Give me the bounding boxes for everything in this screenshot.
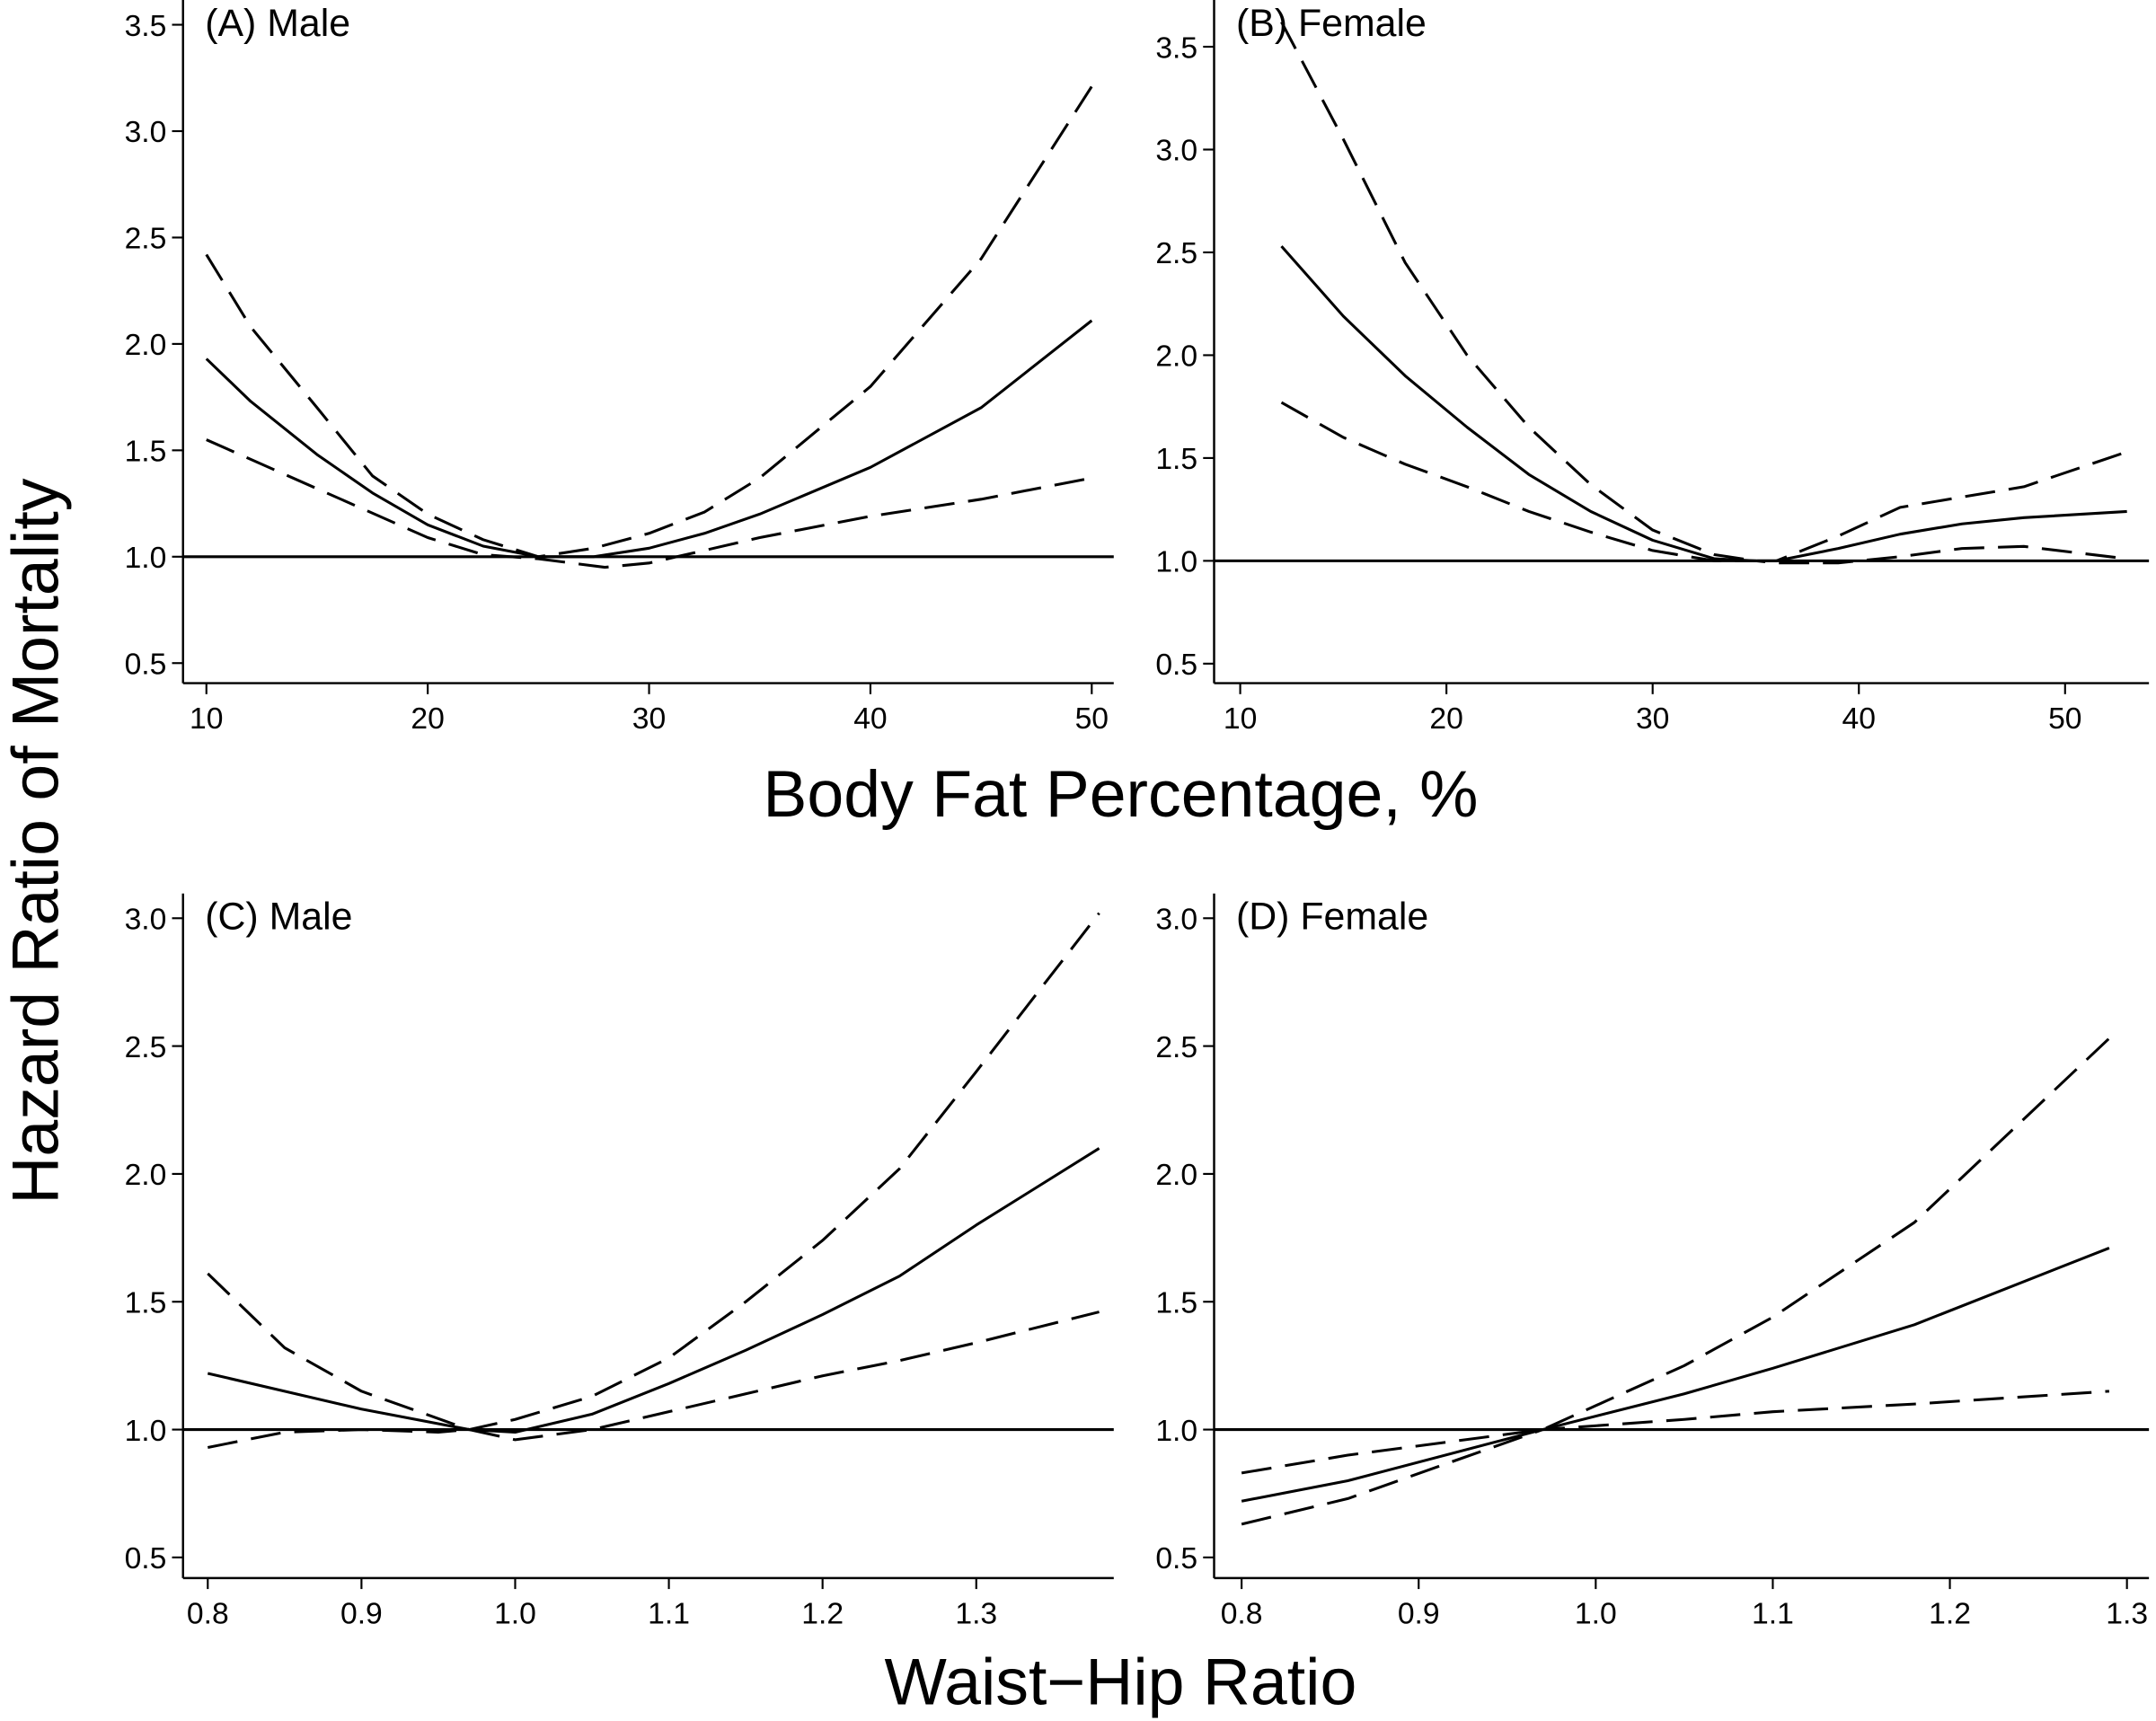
x-tick-label: 40 (853, 702, 887, 736)
y-axis-label: Hazard Ratio of Mortality (0, 478, 72, 1204)
x-tick-label: 1.2 (801, 1597, 844, 1630)
upper-ci-line (205, 85, 1093, 559)
lower-ci-line (1280, 401, 2127, 565)
x-tick-label: 30 (1636, 702, 1669, 736)
y-tick-label: 3.0 (1155, 904, 1197, 937)
panel-title: (C) Male (205, 896, 352, 939)
y-tick-label: 1.0 (125, 1415, 167, 1448)
y-tick-label: 0.5 (125, 648, 167, 681)
panel-title: (D) Female (1236, 896, 1428, 939)
y-tick-label: 0.5 (1155, 649, 1197, 682)
panel-b-female-body-fat: 0.5 1.0 1.5 2.0 2.5 3.0 3.5 10 20 30 40 50 (B) Femal… (1155, 0, 2150, 736)
y-tick-label: 1.0 (1155, 546, 1197, 579)
y-tick-label: 2.5 (1155, 1031, 1197, 1064)
lower-ci-line (206, 438, 1092, 569)
lower-ci-line (207, 1311, 1100, 1449)
x-tick-label: 1.2 (1929, 1597, 1971, 1630)
panel-a-male-body-fat: 0.5 1.0 1.5 2.0 2.5 3.0 3.5 10 20 30 40 50 (A) Male (125, 0, 1114, 736)
hazard-ratio-line (1241, 1246, 2110, 1503)
panel-d-female-waist-hip: 0.5 1.0 1.5 2.0 2.5 3.0 0.8 0.9 1.0 1.1 1.2 1.3 (D) … (1155, 893, 2150, 1630)
y-tick-label: 2.5 (125, 1031, 167, 1064)
y-tick-label: 1.5 (1155, 1286, 1197, 1319)
y-tick-label: 1.5 (1155, 443, 1197, 476)
panel-c-male-waist-hip: 0.5 1.0 1.5 2.0 2.5 3.0 0.8 0.9 1.0 1.1 1.2 1.3 (C) … (125, 893, 1114, 1630)
x-tick-label: 1.3 (2106, 1597, 2148, 1630)
lower-ci-line (1241, 1390, 2110, 1526)
y-tick-label: 0.5 (1155, 1542, 1197, 1575)
x-tick-label: 10 (1224, 702, 1257, 736)
y-tick-label: 3.0 (125, 116, 167, 149)
y-tick-label: 1.5 (125, 436, 167, 469)
y-tick-label: 3.5 (1155, 31, 1197, 65)
x-tick-label: 50 (2048, 702, 2081, 736)
x-tick-label: 1.3 (955, 1597, 997, 1630)
x-tick-label: 1.0 (1575, 1597, 1617, 1630)
hazard-ratio-line (205, 319, 1093, 559)
y-tick-label: 2.5 (125, 223, 167, 256)
y-tick-label: 3.0 (1155, 135, 1197, 168)
x-tick-label: 1.1 (648, 1597, 690, 1630)
hazard-ratio-line (1280, 245, 2127, 562)
x-tick-label: 20 (411, 702, 444, 736)
y-tick-label: 0.5 (125, 1542, 167, 1575)
y-tick-label: 1.0 (1155, 1415, 1197, 1448)
x-tick-label: 0.8 (187, 1597, 229, 1630)
upper-ci-line (1280, 21, 2128, 562)
hazard-ratio-line (207, 1147, 1100, 1434)
y-tick-label: 2.0 (1155, 340, 1197, 374)
x-axis-label-body-fat: Body Fat Percentage, % (763, 757, 1478, 831)
x-tick-label: 0.8 (1221, 1597, 1263, 1630)
x-tick-label: 0.9 (340, 1597, 383, 1630)
y-tick-label: 3.0 (125, 904, 167, 937)
x-axis-label-waist-hip: Waist−Hip Ratio (885, 1646, 1357, 1719)
panel-title: (B) Female (1236, 2, 1427, 45)
y-tick-label: 1.5 (125, 1286, 167, 1319)
x-tick-label: 0.9 (1398, 1597, 1440, 1630)
x-tick-label: 20 (1429, 702, 1462, 736)
x-tick-label: 50 (1075, 702, 1109, 736)
x-tick-label: 10 (190, 702, 223, 736)
upper-ci-line (1241, 1037, 2110, 1475)
y-tick-label: 2.0 (125, 1159, 167, 1192)
y-tick-label: 2.0 (125, 329, 167, 362)
y-tick-label: 2.0 (1155, 1159, 1197, 1192)
x-tick-label: 1.0 (494, 1597, 536, 1630)
upper-ci-line (207, 912, 1100, 1432)
panel-title: (A) Male (205, 2, 350, 45)
y-tick-label: 1.0 (125, 542, 167, 575)
y-tick-label: 2.5 (1155, 237, 1197, 270)
x-tick-label: 30 (632, 702, 666, 736)
x-tick-label: 40 (1842, 702, 1876, 736)
y-tick-label: 3.5 (125, 10, 167, 43)
x-tick-label: 1.1 (1752, 1597, 1794, 1630)
